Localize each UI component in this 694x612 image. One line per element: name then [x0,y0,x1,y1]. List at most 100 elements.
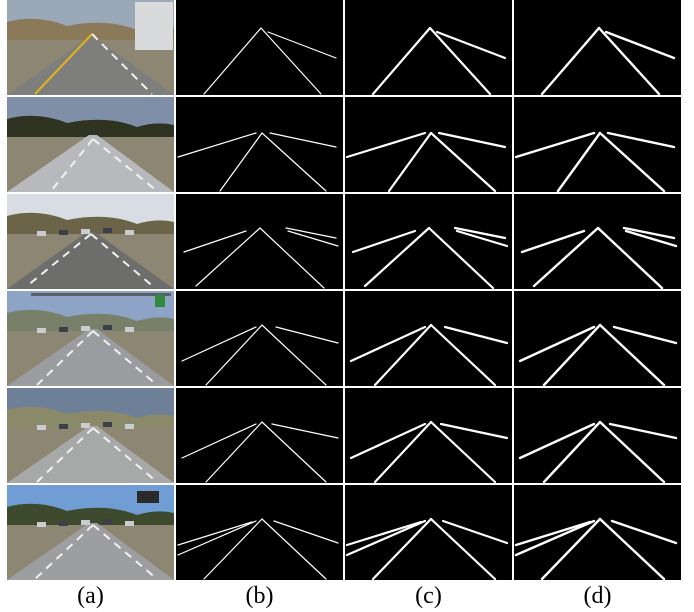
lane-line [610,519,678,545]
lane-line [273,520,339,544]
road-surface [7,329,174,386]
lane-line [598,420,666,483]
car [81,326,90,331]
lane-line [269,132,337,148]
car [81,423,90,428]
lane-mask-b-row-1 [176,0,343,95]
mask-background [345,291,512,386]
car [37,522,46,527]
lane-line [542,420,602,483]
lane-line [598,131,666,192]
car [125,521,134,526]
lane-line [351,229,417,254]
lane-line [260,27,322,95]
lane-line [387,131,433,192]
car [103,228,112,233]
car [37,231,46,236]
road-photo-a-row-3 [7,194,174,289]
lane-line [556,131,602,192]
lane-line [287,230,339,247]
lane-line [345,131,427,159]
lane-line [453,226,507,240]
lane-line [285,227,337,239]
road-sign [155,295,165,307]
lane-mask-c-row-2 [345,97,512,192]
lane-line [371,26,432,95]
lane-line [429,131,497,192]
car [103,519,112,524]
car [125,424,134,429]
lane-marking [34,33,93,95]
lane-line [345,519,427,557]
lane-mask-d-row-2 [514,97,681,192]
road-photo-a-row-1 [7,0,174,95]
lane-line [514,519,596,557]
lane-line [429,323,497,386]
lane-line [427,226,495,289]
lane-mask-c-row-6 [345,485,512,580]
lane-line [429,420,497,483]
lane-mask-d-row-1 [514,0,681,95]
gantry [31,293,171,296]
lane-line [429,517,497,580]
road-photo-a-row-4 [7,291,174,386]
mask-background [345,0,512,95]
lane-mask-b-row-3 [176,194,343,289]
mask-background [176,291,343,386]
mask-background [345,194,512,289]
mask-background [514,291,681,386]
car [59,230,68,235]
lane-line [612,325,678,345]
lane-line [261,324,327,386]
lane-mask-b-row-5 [176,388,343,483]
mask-background [514,97,681,192]
lane-line [532,226,600,288]
lane-mask-d-row-4 [514,291,681,386]
lane-line [203,518,263,580]
lane-line [219,132,263,192]
mask-background [176,0,343,95]
lane-line [363,226,431,288]
lane-line [371,517,433,580]
mask-background [514,194,681,289]
car [103,422,112,427]
mask-background [514,485,681,580]
lane-line [624,229,678,248]
car [81,520,90,525]
mask-background [176,388,343,483]
lane-line [604,30,676,60]
lane-marking [50,138,94,192]
lane-mask-d-row-3 [514,194,681,289]
lane-mask-b-row-2 [176,97,343,192]
car [59,521,68,526]
column-label-a: (a) [77,583,104,609]
lane-line [608,422,678,440]
lane-line [606,131,676,149]
lane-line [441,519,509,545]
lane-line [596,226,664,289]
column-label-c: (c) [415,583,442,609]
lane-line [349,325,427,363]
billboard [137,491,159,503]
mask-background [345,388,512,483]
lane-line [540,517,602,580]
lane-line [540,26,601,95]
lane-line [622,226,676,240]
truck [135,2,173,50]
lane-line [271,423,339,439]
mask-background [514,388,681,483]
lane-marking [91,33,153,95]
lane-line [181,423,257,459]
lane-line [205,421,263,483]
lane-line [205,324,263,386]
lane-line [275,326,339,344]
figure-grid [7,0,681,582]
lane-line [597,26,661,95]
lane-line [349,422,427,460]
hills [7,115,174,141]
lane-line [542,323,602,386]
lane-line [261,518,327,580]
column-label-d: (d) [583,583,612,609]
mask-background [514,0,681,95]
lane-mask-b-row-4 [176,291,343,386]
